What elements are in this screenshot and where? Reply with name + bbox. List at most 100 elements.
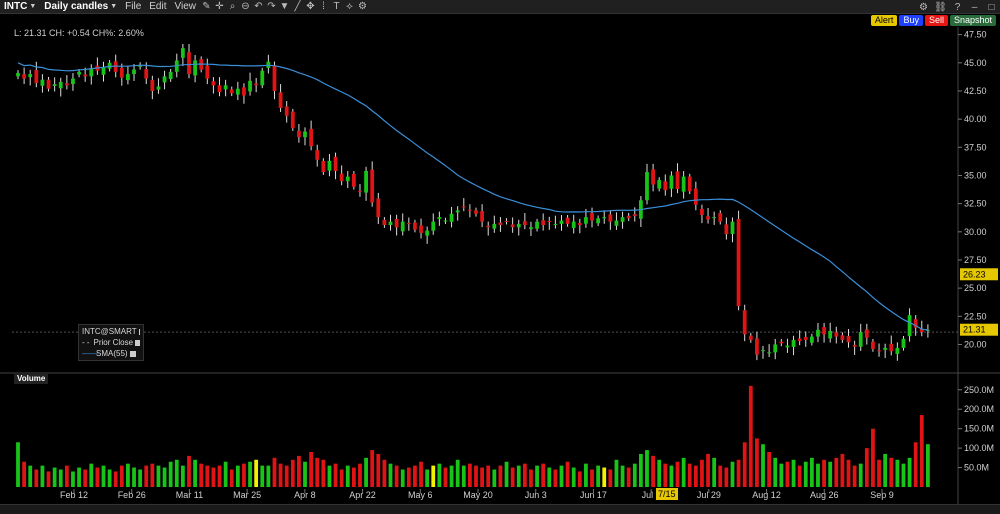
volume-bar: [382, 459, 387, 487]
menu-file[interactable]: File: [125, 1, 142, 12]
volume-bar: [28, 465, 33, 487]
sell-button[interactable]: Sell: [924, 15, 948, 26]
candle-body: [828, 330, 833, 339]
candle-body: [700, 208, 704, 215]
volume-bar: [877, 459, 881, 487]
volume-bar: [632, 463, 637, 487]
link-chain-icon[interactable]: ⛓: [934, 1, 947, 13]
candle-body: [46, 79, 51, 89]
volume-bar: [871, 428, 875, 487]
link-icon[interactable]: ⟡: [346, 1, 353, 12]
candle-body: [22, 74, 26, 79]
settings-icon[interactable]: ⚙: [358, 1, 367, 12]
volume-bar: [767, 452, 772, 487]
x-tick-label: Aug 26: [810, 490, 839, 500]
draw-line-icon[interactable]: ╱: [294, 1, 301, 12]
maximize-icon[interactable]: □: [988, 1, 995, 13]
alert-button[interactable]: Alert: [870, 15, 898, 26]
volume-bar: [840, 453, 845, 487]
legend-prior-close-row: - - Prior Close: [82, 337, 140, 348]
price-volume-chart[interactable]: 47.50 45.00 42.50 40.00 37.50 35.00 32.50 30.00…: [0, 27, 1000, 504]
candle-body: [290, 111, 295, 129]
volume-bar: [449, 465, 454, 487]
text-tool-icon[interactable]: T: [333, 1, 340, 12]
menu-view[interactable]: View: [174, 1, 197, 12]
move-icon[interactable]: ✥: [306, 1, 315, 12]
volume-bar: [889, 457, 894, 487]
volume-bar: [425, 469, 430, 487]
candle-body: [773, 344, 778, 353]
candle-body: [303, 131, 307, 138]
search-icon[interactable]: ⌕: [229, 1, 236, 12]
chart-legend[interactable]: INTC@SMART - - Prior Close —— SMA(55): [78, 324, 144, 361]
volume-bar: [559, 465, 564, 487]
cursor-date-badge: 7/15: [656, 488, 678, 500]
candle-body: [614, 220, 619, 226]
candle-body: [602, 217, 607, 219]
volume-bar: [584, 463, 588, 487]
candle-body: [406, 223, 411, 225]
crosshair-icon[interactable]: ✛: [215, 1, 224, 12]
candle-body: [327, 160, 332, 171]
redo-icon[interactable]: ↷: [267, 1, 276, 12]
volume-bar: [40, 465, 45, 487]
volume-bar: [406, 467, 411, 487]
undo-icon[interactable]: ↶: [254, 1, 263, 12]
volume-bar: [779, 463, 784, 487]
candle-body: [809, 336, 814, 343]
legend-symbol: INTC@SMART: [82, 327, 137, 336]
volume-bar: [321, 459, 326, 487]
minimize-icon[interactable]: –: [971, 1, 978, 13]
volume-bar: [474, 465, 478, 487]
gear-icon[interactable]: ⚙: [919, 1, 928, 13]
menu-edit[interactable]: Edit: [149, 1, 167, 12]
buy-button[interactable]: Buy: [899, 15, 923, 26]
time-navigator[interactable]: [0, 504, 1000, 514]
volume-bar: [260, 465, 265, 487]
volume-bar: [730, 461, 735, 487]
x-tick-label: May 6: [408, 490, 433, 500]
volume-bar: [791, 459, 796, 487]
zoom-out-icon[interactable]: ⊖: [241, 1, 250, 12]
volume-bar: [675, 461, 680, 487]
candle-body: [871, 341, 875, 349]
sma-value-badge: [960, 268, 998, 281]
legend-prior-close: Prior Close: [93, 338, 134, 347]
toolbar-caret-icon[interactable]: ▼: [279, 1, 290, 12]
edit-icon[interactable]: ✎: [202, 1, 211, 12]
candle-body: [693, 188, 698, 205]
candle-body: [260, 70, 265, 86]
candle-body: [675, 171, 680, 189]
volume-bar: [358, 463, 362, 487]
volume-bar: [370, 450, 375, 487]
volume-bar: [339, 469, 344, 487]
candle-body: [785, 345, 790, 348]
legend-toggle[interactable]: [135, 339, 140, 346]
volume-bar: [364, 457, 368, 487]
candle-body: [284, 106, 289, 116]
dots-icon[interactable]: ⁞: [322, 1, 325, 12]
volume-bar: [681, 457, 686, 487]
candle-body: [822, 327, 826, 335]
legend-toggle[interactable]: [138, 328, 140, 335]
candle-body: [742, 310, 747, 335]
candle-body: [522, 221, 527, 226]
legend-sma-row: —— SMA(55): [82, 348, 140, 359]
legend-toggle[interactable]: [129, 350, 136, 357]
candle-body: [180, 48, 185, 58]
volume-bar: [101, 465, 106, 487]
price-tick-label: 42.50: [964, 86, 987, 96]
candle-body: [816, 329, 820, 337]
candle-body: [632, 214, 637, 217]
volume-bar: [541, 463, 546, 487]
candle-body: [877, 350, 881, 352]
candle-body: [571, 221, 576, 228]
help-icon[interactable]: ?: [954, 1, 961, 13]
candle-body: [645, 172, 649, 201]
symbol-selector[interactable]: INTC ▼: [0, 0, 40, 14]
volume-bar: [486, 465, 491, 487]
candle-type-selector[interactable]: Daily candles ▼: [40, 0, 121, 14]
snapshot-button[interactable]: Snapshot: [949, 15, 996, 26]
candle-body: [883, 347, 888, 350]
volume-bar: [400, 469, 405, 487]
